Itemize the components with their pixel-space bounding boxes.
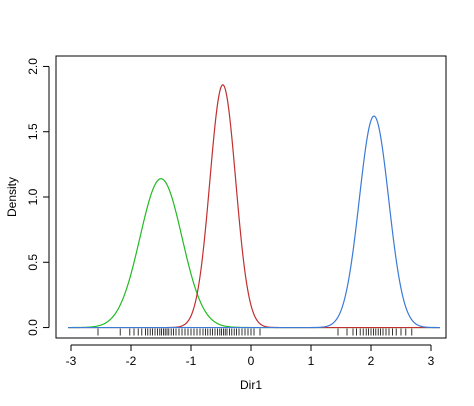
x-axis-title: Dir1 [240,378,262,392]
x-tick-label: 3 [428,354,435,368]
x-tick-label: 1 [308,354,315,368]
y-tick-label: 1.5 [26,123,40,140]
y-tick-label: 2.0 [26,58,40,75]
x-axis: -3 -2 -1 0 1 2 3 [66,344,435,368]
plot-frame [55,55,447,339]
x-tick-label: 2 [368,354,375,368]
density-curves [68,84,441,329]
x-tick-label: -1 [186,354,197,368]
y-axis-title: Density [5,177,19,217]
y-tick-label: 0.0 [26,319,40,336]
y-tick-label: 1.0 [26,188,40,205]
density-line-3 [68,115,441,329]
y-axis: 0.0 0.5 1.0 1.5 2.0 [26,58,50,336]
density-line-2 [68,84,440,329]
x-tick-label: -3 [66,354,77,368]
rug-marks [97,328,413,336]
x-tick-label: 0 [248,354,255,368]
y-tick-label: 0.5 [26,254,40,271]
density-line-1 [68,178,440,329]
x-tick-label: -2 [126,354,137,368]
